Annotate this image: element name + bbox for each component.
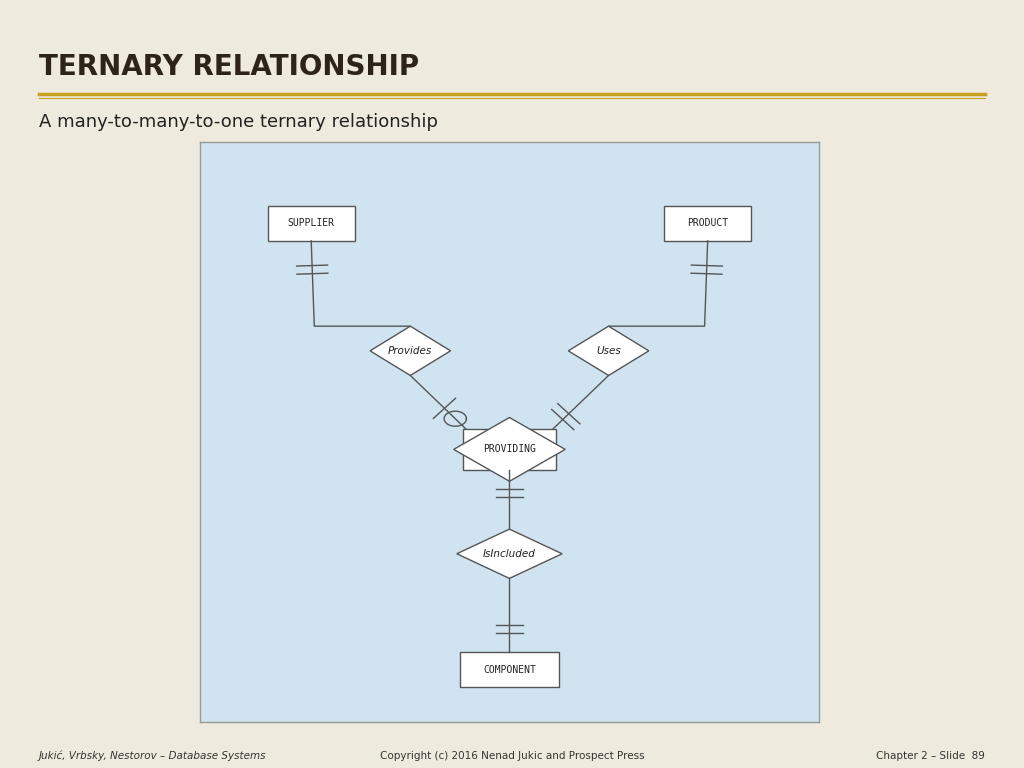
Text: A many-to-many-to-one ternary relationship: A many-to-many-to-one ternary relationsh… <box>39 113 438 131</box>
Text: PROVIDING: PROVIDING <box>483 445 536 455</box>
Polygon shape <box>568 326 649 376</box>
Text: Chapter 2 – Slide  89: Chapter 2 – Slide 89 <box>877 751 985 761</box>
Polygon shape <box>457 529 562 578</box>
FancyBboxPatch shape <box>463 429 556 470</box>
Text: SUPPLIER: SUPPLIER <box>288 218 335 228</box>
FancyBboxPatch shape <box>460 652 559 687</box>
Polygon shape <box>454 418 565 482</box>
Text: PRODUCT: PRODUCT <box>687 218 728 228</box>
Text: Copyright (c) 2016 Nenad Jukic and Prospect Press: Copyright (c) 2016 Nenad Jukic and Prosp… <box>380 751 644 761</box>
Text: IsIncluded: IsIncluded <box>483 549 536 559</box>
Text: TERNARY RELATIONSHIP: TERNARY RELATIONSHIP <box>39 53 419 81</box>
Text: Uses: Uses <box>596 346 621 356</box>
Text: Jukić, Vrbsky, Nestorov – Database Systems: Jukić, Vrbsky, Nestorov – Database Syste… <box>39 750 266 761</box>
FancyBboxPatch shape <box>665 206 751 240</box>
FancyBboxPatch shape <box>268 206 354 240</box>
Text: COMPONENT: COMPONENT <box>483 665 536 675</box>
Text: Provides: Provides <box>388 346 432 356</box>
Polygon shape <box>370 326 451 376</box>
